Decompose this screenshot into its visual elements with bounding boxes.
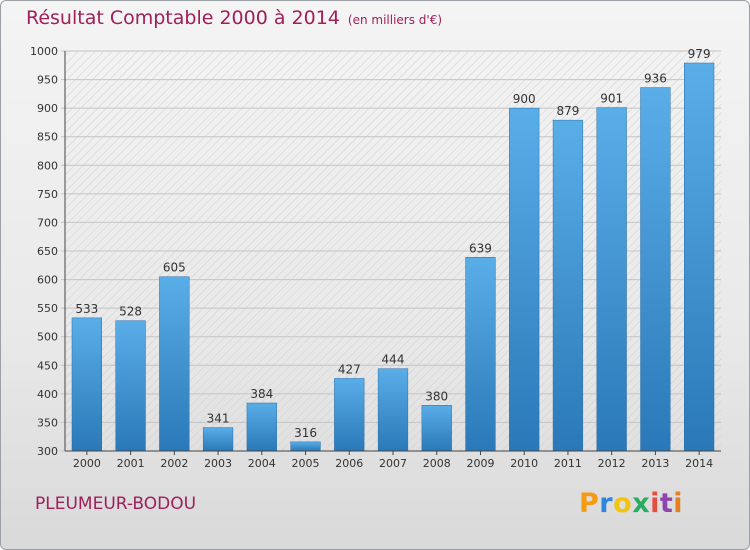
data-label: 533 [75, 302, 98, 316]
x-tick-label: 2002 [160, 457, 188, 470]
x-tick-label: 2011 [554, 457, 582, 470]
data-label: 936 [644, 72, 667, 86]
x-tick-label: 2001 [117, 457, 145, 470]
y-tick-label: 350 [37, 416, 58, 429]
bar [334, 378, 365, 452]
y-tick-label: 400 [37, 388, 58, 401]
chart-subtitle: (en milliers d'€) [347, 13, 443, 27]
y-tick-label: 300 [37, 445, 58, 458]
x-tick-label: 2009 [466, 457, 494, 470]
data-label: 341 [207, 412, 230, 426]
bar [290, 441, 321, 452]
chart-title-text: Résultat Comptable 2000 à 2014 [26, 7, 340, 29]
logo-letter: r [599, 488, 614, 519]
logo-letter: P [579, 488, 600, 519]
data-label: 879 [556, 104, 579, 118]
x-tick-label: 2007 [379, 457, 407, 470]
y-tick-label: 900 [37, 102, 58, 115]
x-tick-label: 2010 [510, 457, 538, 470]
x-tick-label: 2000 [73, 457, 101, 470]
logo-letter: t [659, 488, 674, 519]
data-label: 444 [382, 353, 405, 367]
y-tick-label: 750 [37, 188, 58, 201]
data-label: 605 [163, 261, 186, 275]
y-tick-label: 650 [37, 245, 58, 258]
bar [509, 107, 540, 452]
logo-letter: x [632, 488, 651, 519]
data-label: 901 [600, 92, 623, 106]
y-tick-label: 800 [37, 159, 58, 172]
data-label: 384 [250, 387, 273, 401]
bar [159, 276, 190, 452]
commune-name: PLEUMEUR-BODOU [35, 494, 197, 514]
y-tick-label: 450 [37, 359, 58, 372]
x-tick-label: 2003 [204, 457, 232, 470]
bar [684, 62, 715, 452]
logo-letter: o [613, 488, 633, 519]
bar [465, 257, 496, 452]
proxiti-logo[interactable]: Proxiti [579, 488, 683, 519]
y-tick-label: 500 [37, 331, 58, 344]
y-tick-label: 850 [37, 131, 58, 144]
data-label: 900 [513, 92, 536, 106]
logo-letter: i [650, 488, 660, 519]
data-label: 639 [469, 241, 492, 255]
bar [596, 107, 627, 452]
x-tick-label: 2012 [598, 457, 626, 470]
y-tick-label: 950 [37, 74, 58, 87]
x-tick-label: 2004 [248, 457, 276, 470]
data-label: 380 [425, 389, 448, 403]
x-tick-label: 2005 [292, 457, 320, 470]
bar [640, 87, 671, 452]
bar [421, 405, 452, 452]
data-label: 427 [338, 362, 361, 376]
data-label: 528 [119, 305, 142, 319]
bar [202, 427, 234, 452]
x-tick-label: 2006 [335, 457, 363, 470]
bar [377, 368, 409, 452]
data-label: 316 [294, 426, 317, 440]
bar [246, 402, 277, 452]
chart-title: Résultat Comptable 2000 à 2014 (en millie… [26, 7, 442, 29]
bar [115, 320, 146, 452]
y-tick-label: 600 [37, 274, 58, 287]
data-label: 979 [688, 47, 711, 61]
y-tick-label: 550 [37, 302, 58, 315]
y-tick-label: 700 [37, 216, 58, 229]
x-tick-label: 2008 [423, 457, 451, 470]
x-tick-label: 2013 [641, 457, 669, 470]
bar [71, 317, 102, 452]
logo-letter: i [673, 488, 684, 519]
y-tick-label: 1000 [30, 45, 58, 58]
bar [552, 119, 584, 452]
x-tick-label: 2014 [685, 457, 713, 470]
